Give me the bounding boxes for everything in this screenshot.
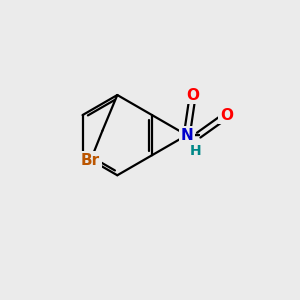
Text: H: H bbox=[190, 145, 202, 158]
Text: O: O bbox=[186, 88, 199, 103]
Text: N: N bbox=[180, 128, 193, 142]
Text: Br: Br bbox=[81, 153, 100, 168]
Text: O: O bbox=[220, 108, 233, 123]
